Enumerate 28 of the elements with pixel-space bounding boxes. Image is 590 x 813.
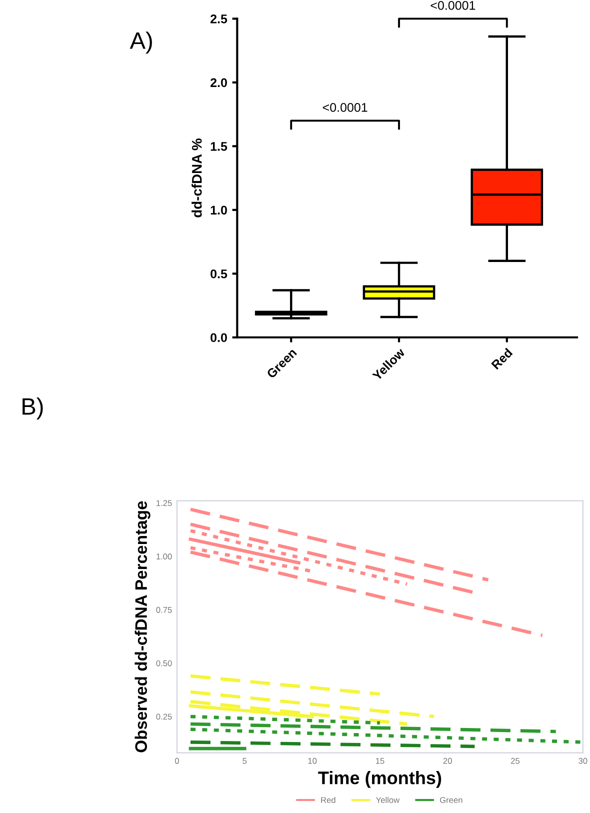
x-tick-label: 25 <box>511 758 520 764</box>
y-tick-label: 1.25 <box>156 500 172 506</box>
legend-label: Yellow <box>376 796 400 804</box>
y-tick-label: 0.25 <box>156 714 172 720</box>
y-tick-label: 1.0 <box>210 206 227 215</box>
text: <0.0001 <box>430 1 476 10</box>
y-tick-label: 0.75 <box>156 606 172 613</box>
y-tick-label: 0.5 <box>210 269 228 278</box>
y-tick-label: 1.00 <box>156 554 172 560</box>
x-tick-label: 10 <box>308 758 317 764</box>
y-axis-title: Observed dd-cfDNA Percentage <box>134 501 150 752</box>
y-tick-label: 2.5 <box>210 14 228 24</box>
x-tick-label: 20 <box>443 758 452 764</box>
legend-label: Green <box>440 797 462 804</box>
y-axis-title: dd-cfDNA % <box>192 138 202 218</box>
x-tick-label: 15 <box>376 758 384 764</box>
y-tick-label: 0.0 <box>210 333 227 342</box>
y-tick-label: 2.0 <box>210 78 227 88</box>
x-axis-title: Time (months) <box>318 771 442 788</box>
y-tick-label: 1.5 <box>210 142 228 151</box>
x-tick-label: 0 <box>175 758 179 764</box>
annotation: <0.0001 <box>322 102 368 112</box>
chart-title: B) <box>22 398 43 420</box>
x-tick-label: 30 <box>578 758 588 764</box>
y-tick-label: 0.50 <box>156 660 172 666</box>
x-tick-label: 5 <box>242 758 247 764</box>
legend-label: Red <box>321 796 336 804</box>
text: A) <box>130 32 152 54</box>
